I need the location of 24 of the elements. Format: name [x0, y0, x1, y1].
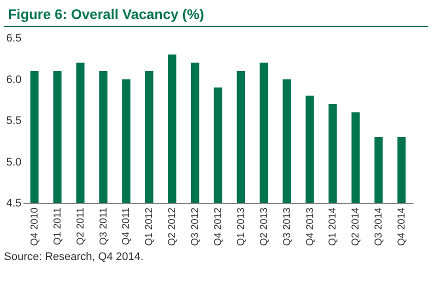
y-tick-label: 6.5 — [6, 32, 22, 44]
x-tick-label: Q2 2011 — [75, 207, 86, 246]
x-tick-label: Q3 2013 — [282, 207, 293, 246]
y-tick-label: 5.0 — [6, 156, 22, 168]
x-tick-label: Q4 2012 — [213, 207, 224, 246]
x-tick-label: Q4 2011 — [121, 207, 132, 246]
y-tick-label: 5.5 — [6, 115, 22, 127]
x-tick-label: Q1 2014 — [328, 207, 339, 246]
x-tick-label: Q4 2013 — [304, 207, 316, 246]
x-tick-label: Q3 2011 — [98, 207, 110, 246]
x-tick-label: Q1 2011 — [52, 207, 64, 246]
x-tick-label: Q3 2012 — [190, 207, 202, 246]
y-tick-label: 6.0 — [6, 74, 22, 86]
x-tick-label: Q1 2012 — [144, 207, 156, 246]
x-tick-label: Q4 2014 — [396, 207, 408, 246]
x-tick-label: Q1 2013 — [236, 207, 247, 246]
x-tick-label: Q2 2013 — [258, 207, 270, 246]
x-tick-label: Q2 2012 — [167, 207, 178, 246]
y-tick-label: 4.5 — [6, 198, 22, 210]
chart-title: Figure 6: Overall Vacancy (%) — [4, 0, 428, 27]
x-tick-label: Q4 2010 — [29, 207, 40, 246]
x-tick-label: Q3 2014 — [374, 207, 385, 246]
x-tick-label: Q2 2014 — [350, 207, 362, 246]
source-note: Source: Research, Q4 2014. — [3, 251, 144, 263]
